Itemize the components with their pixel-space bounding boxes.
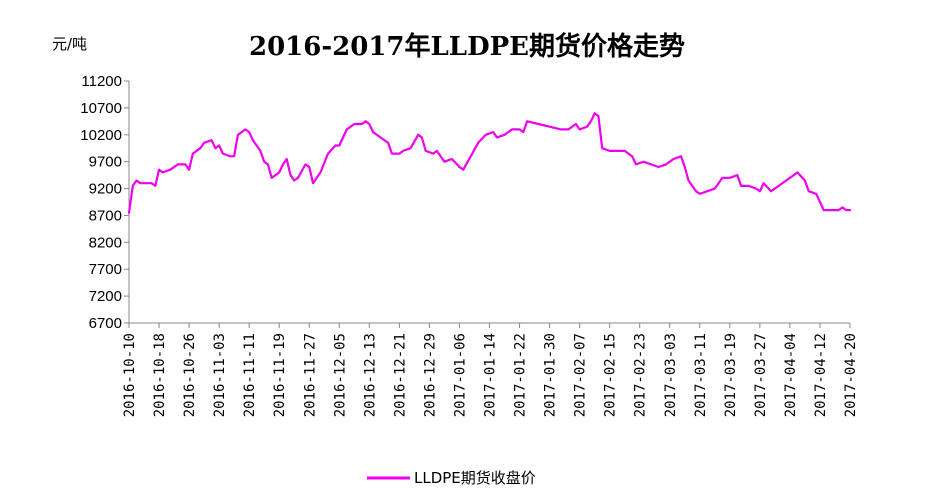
- x-tick-label: 2017-02-15: [603, 333, 619, 417]
- y-tick-label: 11200: [81, 73, 122, 90]
- x-tick-label: 2016-10-10: [122, 333, 138, 417]
- legend-label: LLDPE期货收盘价: [414, 469, 536, 487]
- x-tick-label: 2016-11-03: [212, 333, 228, 417]
- x-tick-label: 2016-11-11: [242, 333, 258, 417]
- x-tick-label: 2016-11-27: [302, 333, 318, 417]
- x-tick-label: 2016-10-26: [182, 333, 198, 417]
- x-tick-label: 2016-12-29: [422, 333, 438, 417]
- y-tick-label: 8700: [89, 207, 122, 224]
- x-tick-label: 2017-04-04: [783, 333, 799, 417]
- x-tick-label: 2016-12-05: [332, 333, 348, 417]
- x-tick-label: 2017-01-22: [513, 333, 529, 417]
- series-layer: [127, 112, 852, 214]
- x-axis: 2016-10-10 2016-10-18 2016-10-26 2016-11-03…: [122, 322, 859, 417]
- y-axis: 6700 7200 7700 8200 8700 9200 9700 10200 10700 11…: [80, 73, 130, 332]
- x-tick-label: 2017-03-03: [663, 333, 679, 417]
- x-tick-label: 2017-03-19: [723, 333, 739, 417]
- x-tick-label: 2017-04-12: [813, 333, 829, 417]
- x-tick-label: 2017-03-11: [693, 333, 709, 417]
- x-tick-label: 2017-03-27: [753, 333, 769, 417]
- x-tick-label: 2017-01-30: [543, 333, 559, 417]
- x-tick-label: 2017-02-07: [573, 333, 589, 417]
- x-tick-label: 2016-10-18: [152, 333, 168, 417]
- x-tick-label: 2017-01-14: [483, 333, 499, 417]
- y-tick-label: 7700: [89, 261, 122, 278]
- y-tick-label: 10200: [80, 127, 122, 144]
- x-tick-label: 2016-12-21: [392, 333, 408, 417]
- x-tick-label: 2016-12-13: [362, 333, 378, 417]
- y-axis-unit-label: 元/吨: [52, 35, 87, 53]
- series-line-0: [127, 112, 852, 214]
- y-tick-label: 9700: [89, 154, 122, 171]
- y-tick-label: 7200: [89, 288, 122, 305]
- x-tick-label: 2017-04-20: [843, 333, 859, 417]
- y-tick-label: 10700: [80, 100, 122, 117]
- y-tick-label: 6700: [89, 315, 122, 332]
- legend: LLDPE期货收盘价: [367, 469, 536, 487]
- y-tick-label: 8200: [89, 234, 122, 251]
- x-tick-label: 2016-11-19: [272, 333, 288, 417]
- y-tick-label: 9200: [89, 181, 122, 198]
- chart-title: 2016-2017年LLDPE期货价格走势: [249, 31, 685, 62]
- x-tick-label: 2017-02-23: [633, 333, 649, 417]
- x-tick-label: 2017-01-06: [452, 333, 468, 417]
